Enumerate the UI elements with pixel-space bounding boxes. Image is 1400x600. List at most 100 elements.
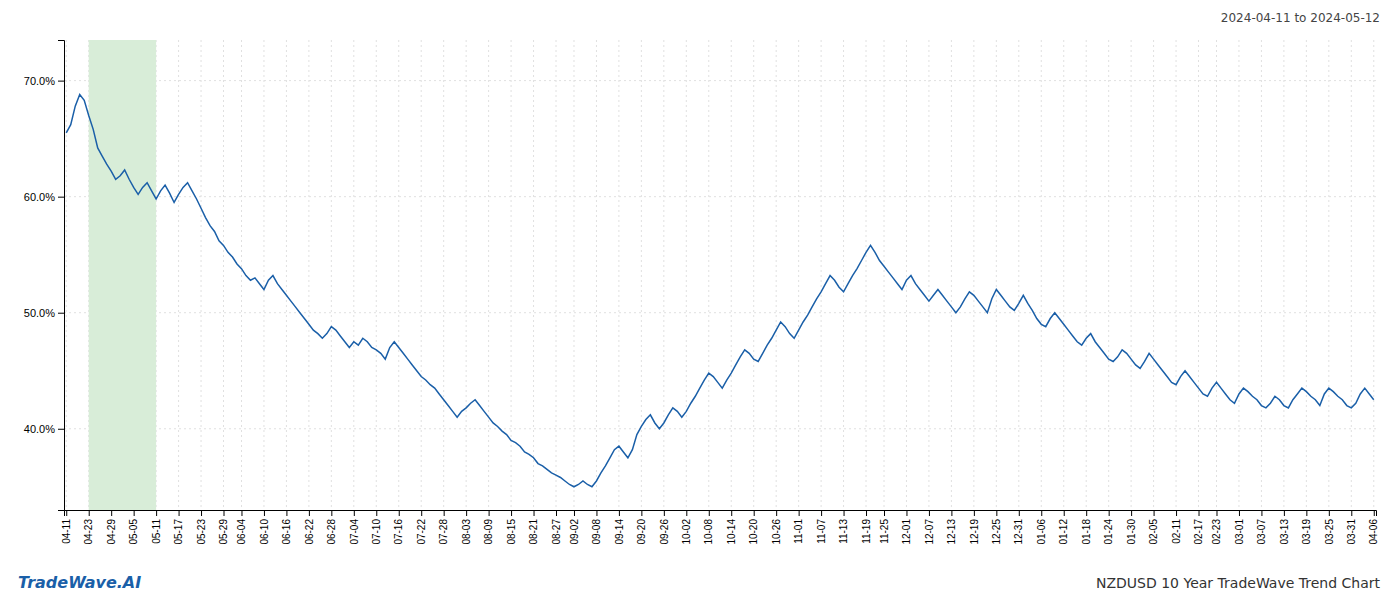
x-tick-label: 04-23 — [83, 519, 94, 545]
x-tick-label: 02-05 — [1148, 519, 1159, 545]
grid-line-x — [1153, 40, 1154, 510]
grid-line-x — [731, 40, 732, 510]
x-tick-label: 06-16 — [281, 519, 292, 545]
x-tick-mark — [664, 510, 665, 516]
x-tick: 12-25 — [991, 510, 1002, 545]
x-tick-label: 07-10 — [371, 519, 382, 545]
x-tick: 08-15 — [506, 510, 517, 545]
x-tick: 12-07 — [924, 510, 935, 545]
x-tick-label: 03-01 — [1234, 519, 1245, 545]
x-tick-mark — [1374, 510, 1375, 516]
x-tick: 01-18 — [1081, 510, 1092, 545]
x-tick-mark — [884, 510, 885, 516]
grid-line-x — [663, 40, 664, 510]
grid-line-y — [64, 428, 1376, 429]
x-tick: 04-11 — [61, 510, 72, 544]
x-tick: 06-22 — [304, 510, 315, 545]
x-tick-label: 12-01 — [901, 519, 912, 545]
x-tick: 01-24 — [1103, 510, 1114, 545]
x-tick-mark — [179, 510, 180, 516]
x-tick: 11-13 — [838, 510, 849, 544]
x-tick-mark — [799, 510, 800, 516]
x-tick: 03-07 — [1256, 510, 1267, 545]
grid-line-x — [973, 40, 974, 510]
x-tick: 05-05 — [128, 510, 139, 545]
y-tick-mark — [58, 429, 64, 430]
x-tick: 02-05 — [1148, 510, 1159, 545]
grid-line-x — [596, 40, 597, 510]
x-tick-label: 08-27 — [551, 519, 562, 545]
x-tick: 10-14 — [726, 510, 737, 545]
grid-line-x — [178, 40, 179, 510]
x-tick-label: 08-03 — [461, 519, 472, 545]
x-tick-mark — [156, 510, 157, 516]
data-area — [66, 40, 1374, 510]
grid-line-x — [1238, 40, 1239, 510]
x-tick-mark — [776, 510, 777, 516]
x-tick-mark — [1199, 510, 1200, 516]
x-tick: 02-11 — [1171, 510, 1182, 544]
x-tick-label: 07-22 — [416, 519, 427, 545]
x-tick-mark — [399, 510, 400, 516]
plot: 04-1104-2304-2905-0505-1105-1705-2305-29… — [24, 40, 1380, 545]
x-tick: 12-01 — [901, 510, 912, 545]
x-tick-mark — [906, 510, 907, 516]
x-tick-mark — [1109, 510, 1110, 516]
x-tick-label: 01-12 — [1058, 519, 1069, 545]
x-tick: 06-28 — [326, 510, 337, 545]
x-tick-mark — [511, 510, 512, 516]
x-tick-mark — [929, 510, 930, 516]
grid-line-x — [1086, 40, 1087, 510]
x-tick-label: 05-29 — [218, 519, 229, 545]
x-axis: 04-1104-2304-2905-0505-1105-1705-2305-29… — [61, 510, 1380, 545]
grid-line-x — [1306, 40, 1307, 510]
x-tick-label: 05-05 — [128, 519, 139, 545]
x-tick-mark — [596, 510, 597, 516]
grid-line-x — [776, 40, 777, 510]
x-tick-mark — [241, 510, 242, 516]
x-tick: 06-04 — [236, 510, 247, 545]
x-tick: 08-09 — [483, 510, 494, 545]
x-tick-label: 07-04 — [349, 519, 360, 545]
grid-line-x — [573, 40, 574, 510]
x-tick-mark — [1284, 510, 1285, 516]
x-tick-mark — [201, 510, 202, 516]
subtitle: 2024-04-11 to 2024-05-12 — [1221, 11, 1380, 25]
x-tick-label: 11-25 — [879, 519, 890, 544]
x-tick-mark — [996, 510, 997, 516]
x-tick-label: 01-30 — [1126, 519, 1137, 545]
x-tick: 11-07 — [816, 510, 827, 544]
x-tick-mark — [309, 510, 310, 516]
grid-line-x — [1108, 40, 1109, 510]
x-tick-mark — [1176, 510, 1177, 516]
grid-line-x — [263, 40, 264, 510]
grid-line-x — [906, 40, 907, 510]
x-axis-line — [65, 511, 1377, 517]
x-tick-label: 09-02 — [569, 519, 580, 545]
x-tick-mark — [1064, 510, 1065, 516]
grid-line-x — [466, 40, 467, 510]
x-tick-label: 09-20 — [636, 519, 647, 545]
x-tick-label: 12-07 — [924, 519, 935, 545]
x-tick-label: 07-28 — [438, 519, 449, 545]
grid-line-x — [201, 40, 202, 510]
x-tick-label: 11-01 — [793, 519, 804, 544]
x-tick-mark — [66, 510, 67, 516]
grid-line-x — [928, 40, 929, 510]
x-tick: 01-12 — [1058, 510, 1069, 545]
x-tick: 08-21 — [528, 510, 539, 545]
x-tick: 03-25 — [1324, 510, 1335, 545]
x-tick-label: 11-07 — [816, 519, 827, 544]
x-tick: 12-13 — [946, 510, 957, 545]
x-tick: 07-28 — [438, 510, 449, 545]
grid-line-x — [1328, 40, 1329, 510]
x-tick-mark — [686, 510, 687, 516]
x-tick-label: 06-04 — [236, 519, 247, 545]
y-tick-mark — [58, 81, 64, 82]
x-tick-mark — [866, 510, 867, 516]
y-tick: 40.0% — [24, 423, 64, 435]
x-tick-label: 05-23 — [196, 519, 207, 545]
x-tick-mark — [376, 510, 377, 516]
y-tick: 50.0% — [24, 307, 64, 319]
grid-line-x — [843, 40, 844, 510]
